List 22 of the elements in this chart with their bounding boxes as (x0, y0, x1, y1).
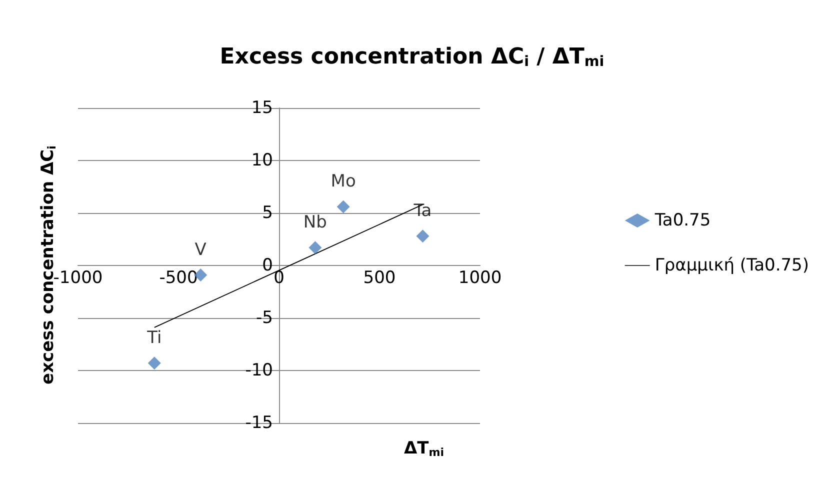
legend-label: Ta0.75 (654, 210, 711, 230)
y-tick-label: 0 (262, 256, 273, 276)
data-label: Mo (330, 172, 356, 192)
x-tick-label: -500 (159, 268, 198, 288)
point (416, 230, 430, 243)
x-tick-label: 500 (363, 268, 396, 288)
x-axis-title: ΔTmi (404, 438, 444, 459)
x-tick-label: 1000 (458, 268, 502, 288)
y-tick-label: 15 (251, 98, 273, 118)
data-label: Nb (303, 212, 327, 233)
y-tick-label: 10 (251, 150, 273, 170)
data-label: Ti (146, 328, 162, 348)
legend-label: Γραμμική (Ta0.75) (654, 256, 809, 276)
y-tick-label: -5 (256, 308, 273, 328)
chart-title: Excess concentration ΔCi / ΔTmi (220, 44, 604, 70)
point (336, 200, 350, 214)
y-tick-label: -15 (245, 413, 273, 433)
y-tick-label: -10 (245, 360, 273, 380)
y-tick-label: 5 (262, 203, 273, 223)
point (308, 241, 322, 254)
data-label: V (194, 240, 207, 260)
point (148, 356, 161, 370)
